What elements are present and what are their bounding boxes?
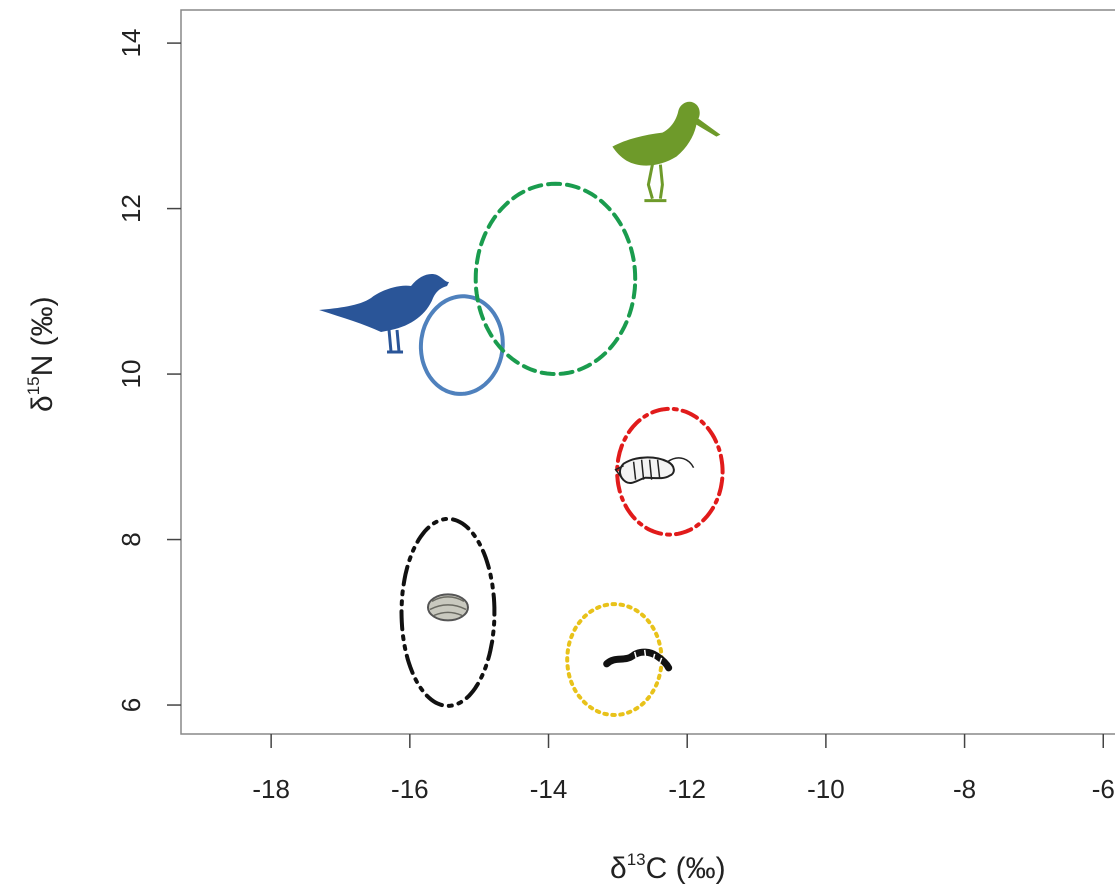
x-axis-title: δ13C (‰) [610,850,726,885]
y-tick-label: 10 [116,360,146,389]
x-tick-label: -12 [668,774,706,804]
x-tick-label: -6 [1092,774,1115,804]
x-axis: -18 -16 -14 -12 -10 -8 -6 [252,734,1115,804]
icon-layer [319,101,721,672]
ellipse-layer [399,181,725,718]
y-axis: 6 8 10 12 14 [116,29,181,712]
ellipse-shorebird-green [473,181,638,377]
y-tick-label: 8 [116,532,146,546]
y-tick-label: 12 [116,194,146,223]
shrimp-icon [614,456,695,485]
worm-icon [603,648,673,672]
ellipse-bird-blue [418,294,505,396]
ellipse-worm [565,602,664,718]
shorebird-green-icon [612,101,721,203]
x-tick-label: -16 [391,774,429,804]
bird-blue-icon [319,274,450,354]
y-tick-label: 6 [116,698,146,712]
y-tick-label: 14 [116,29,146,58]
ellipse-clam [399,516,497,708]
plot-frame [180,9,1115,735]
x-tick-label: -14 [530,774,568,804]
x-tick-label: -10 [807,774,845,804]
x-tick-label: -18 [252,774,290,804]
y-axis-title: δ15N (‰) [24,296,59,412]
x-tick-label: -8 [953,774,976,804]
clam-icon [426,593,469,622]
